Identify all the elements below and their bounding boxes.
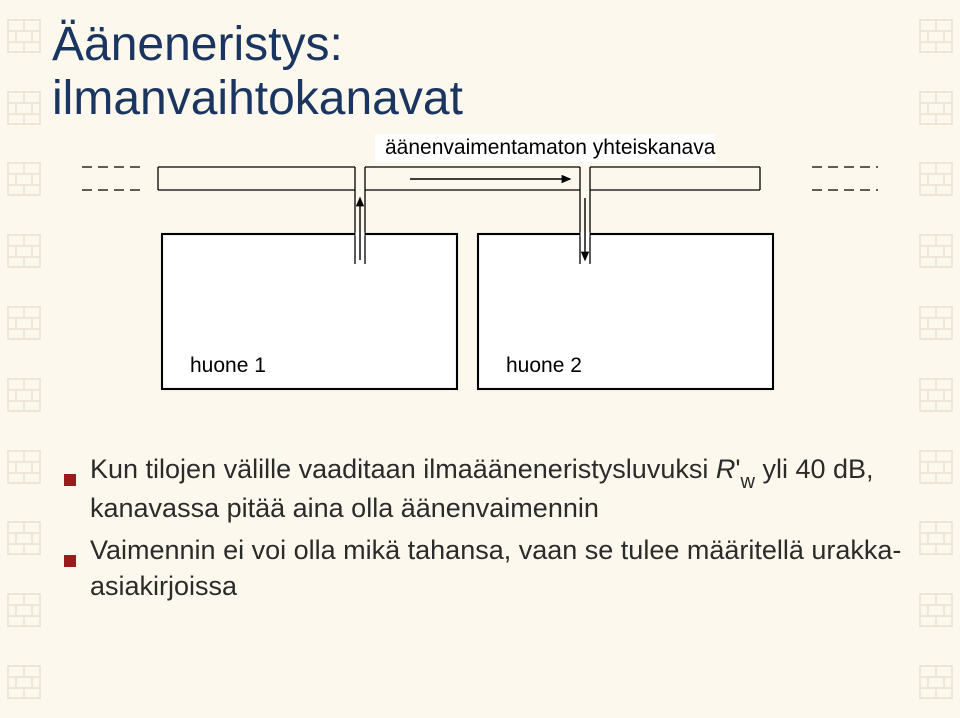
- bullet-item: Kun tilojen välille vaaditaan ilmaäänene…: [64, 452, 908, 527]
- title-line-2: ilmanvaihtokanavat: [52, 72, 463, 125]
- title-line-1: Ääneneristys:: [52, 18, 343, 71]
- right-edge-decoration: [912, 0, 960, 718]
- bullet-text: Kun tilojen välille vaaditaan ilmaäänene…: [90, 452, 908, 527]
- ventilation-diagram: äänenvaimentamaton yhteiskanava huone 1 hu…: [70, 132, 890, 432]
- bullet-marker: [64, 555, 76, 567]
- bullet-marker: [64, 474, 76, 486]
- slide-content: Ääneneristys: ilmanvaihtokanavat äänenva…: [52, 18, 908, 610]
- diagram-svg: äänenvaimentamaton yhteiskanava huone 1 hu…: [70, 132, 890, 432]
- slide-title: Ääneneristys: ilmanvaihtokanavat: [52, 18, 908, 126]
- left-edge-decoration: [0, 0, 48, 718]
- svg-text:huone 1: huone 1: [190, 354, 266, 377]
- bullet-list: Kun tilojen välille vaaditaan ilmaäänene…: [64, 452, 908, 605]
- svg-text:huone 2: huone 2: [506, 354, 582, 377]
- bullet-item: Vaimennin ei voi olla mikä tahansa, vaan…: [64, 533, 908, 604]
- svg-text:äänenvaimentamaton yhteiskanav: äänenvaimentamaton yhteiskanava: [385, 136, 716, 159]
- bullet-text: Vaimennin ei voi olla mikä tahansa, vaan…: [90, 533, 908, 604]
